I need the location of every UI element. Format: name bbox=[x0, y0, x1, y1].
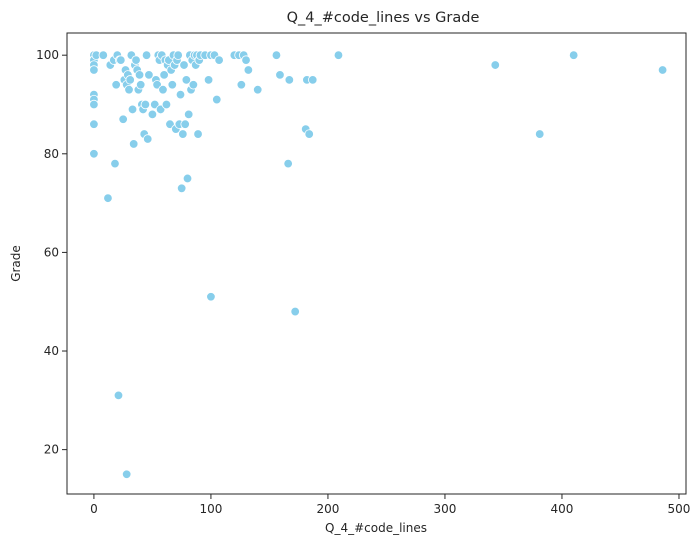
data-point bbox=[89, 149, 99, 159]
y-tick-label: 80 bbox=[44, 147, 59, 161]
data-point bbox=[183, 109, 194, 120]
data-point bbox=[140, 99, 151, 110]
data-point bbox=[124, 84, 134, 95]
data-point bbox=[568, 50, 579, 60]
data-point bbox=[535, 129, 545, 139]
data-point bbox=[136, 80, 146, 90]
data-point bbox=[116, 55, 126, 65]
data-point bbox=[214, 55, 224, 65]
x-tick-label: 500 bbox=[668, 502, 691, 516]
data-point bbox=[103, 193, 113, 203]
plot-area bbox=[66, 32, 687, 495]
data-point bbox=[121, 469, 132, 479]
data-point bbox=[158, 84, 168, 95]
data-point bbox=[333, 50, 344, 60]
data-point bbox=[236, 80, 247, 90]
data-point bbox=[203, 75, 214, 85]
data-point bbox=[110, 158, 120, 169]
data-point bbox=[490, 60, 500, 70]
y-tick-label: 40 bbox=[44, 344, 59, 358]
data-point bbox=[304, 129, 314, 139]
data-point bbox=[161, 99, 172, 110]
data-point bbox=[241, 55, 251, 65]
data-point bbox=[175, 89, 186, 100]
y-tick-label: 60 bbox=[44, 245, 59, 259]
data-point bbox=[253, 84, 263, 95]
data-point bbox=[657, 65, 668, 75]
data-point bbox=[178, 129, 188, 139]
data-point bbox=[134, 70, 145, 80]
data-point bbox=[179, 60, 189, 70]
data-point bbox=[212, 94, 222, 105]
data-point bbox=[181, 75, 192, 85]
data-point bbox=[141, 50, 152, 60]
data-point bbox=[206, 292, 216, 302]
x-tick-label: 200 bbox=[316, 502, 339, 516]
data-point bbox=[290, 306, 300, 317]
data-point bbox=[89, 119, 99, 129]
data-point bbox=[283, 158, 293, 169]
data-point bbox=[271, 50, 282, 60]
x-axis-label: Q_4_#code_lines bbox=[325, 521, 427, 535]
data-point bbox=[128, 139, 139, 149]
x-tick-label: 400 bbox=[551, 502, 574, 516]
data-point bbox=[147, 109, 158, 120]
data-point bbox=[180, 119, 190, 129]
y-axis-ticks: 20 40 60 80 100 bbox=[36, 48, 67, 457]
data-point bbox=[125, 75, 135, 85]
points-layer bbox=[89, 50, 668, 479]
data-point bbox=[284, 75, 295, 85]
x-tick-label: 100 bbox=[199, 502, 222, 516]
data-point bbox=[98, 50, 108, 60]
data-point bbox=[89, 65, 99, 75]
data-point bbox=[167, 80, 178, 90]
data-point bbox=[243, 65, 254, 75]
y-axis-label: Grade bbox=[9, 245, 23, 282]
data-point bbox=[176, 183, 187, 194]
data-point bbox=[308, 75, 318, 85]
chart-title: Q_4_#code_lines vs Grade bbox=[287, 10, 480, 26]
data-point bbox=[275, 70, 285, 80]
data-point bbox=[131, 55, 141, 65]
data-point bbox=[159, 70, 169, 80]
data-point bbox=[144, 70, 154, 80]
x-tick-label: 0 bbox=[90, 502, 98, 516]
data-point bbox=[182, 173, 193, 184]
data-point bbox=[173, 50, 183, 60]
y-tick-label: 100 bbox=[36, 48, 59, 62]
data-point bbox=[89, 99, 99, 110]
data-point bbox=[143, 134, 153, 144]
x-axis-ticks: 0 100 200 300 400 500 bbox=[90, 494, 690, 516]
data-point bbox=[188, 80, 199, 90]
data-point bbox=[113, 390, 124, 401]
y-tick-label: 20 bbox=[44, 443, 59, 457]
data-point bbox=[127, 104, 138, 115]
x-tick-label: 300 bbox=[433, 502, 456, 516]
data-point bbox=[118, 114, 128, 124]
data-point bbox=[193, 129, 203, 139]
data-point bbox=[111, 80, 121, 90]
